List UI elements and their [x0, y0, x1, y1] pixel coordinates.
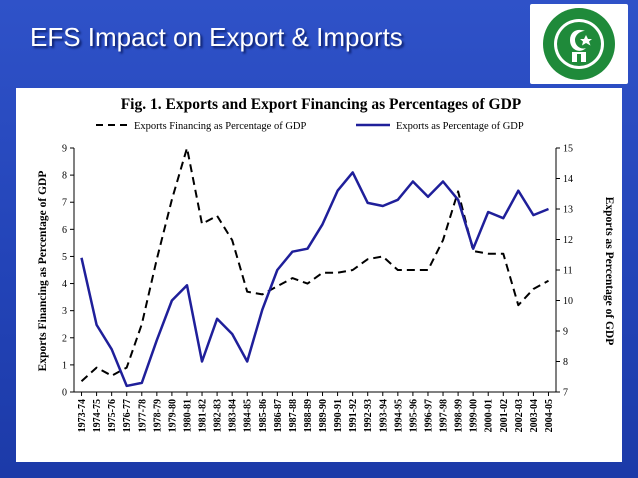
x-tick-label: 1976-77	[122, 399, 133, 432]
x-tick-label: 1995-96	[408, 399, 419, 432]
y-tick-label-right: 12	[563, 235, 573, 246]
x-tick-label: 1993-94	[378, 399, 389, 432]
y-tick-label-right: 15	[563, 144, 573, 155]
y-tick-label-left: 4	[62, 279, 67, 290]
x-tick-label: 1991-92	[348, 399, 359, 432]
x-tick-label: 2002-03	[514, 399, 525, 432]
x-tick-label: 1989-90	[318, 399, 329, 432]
y-tick-label-left: 2	[62, 333, 67, 344]
y-tick-label-left: 7	[62, 198, 67, 209]
x-tick-label: 1994-95	[393, 399, 404, 432]
y-tick-label-right: 9	[563, 327, 568, 338]
x-tick-label: 1998-99	[454, 399, 465, 432]
chart-panel: Fig. 1. Exports and Export Financing as …	[16, 88, 622, 462]
chart: Fig. 1. Exports and Export Financing as …	[37, 96, 615, 433]
chart-title: Fig. 1. Exports and Export Financing as …	[121, 96, 522, 113]
y-tick-label-left: 0	[62, 388, 67, 399]
x-tick-label: 1978-79	[152, 399, 163, 432]
x-tick-label: 2001-02	[499, 399, 510, 432]
x-tick-label: 1996-97	[423, 399, 434, 432]
legend: Exports Financing as Percentage of GDP E…	[96, 121, 524, 132]
y-tick-label-left: 6	[62, 225, 67, 236]
y-axis-label-left: Exports Financing as Percentage of GDP	[37, 171, 49, 372]
x-tick-label: 1982-83	[213, 399, 224, 432]
x-tick-label: 1985-86	[258, 399, 269, 432]
y-tick-label-right: 8	[563, 357, 568, 368]
x-tick-label: 1974-75	[92, 399, 103, 432]
y-tick-label-left: 5	[62, 252, 67, 263]
x-tick-label: 2000-01	[484, 399, 495, 432]
legend-label-exports: Exports as Percentage of GDP	[396, 121, 524, 132]
x-tick-label: 1992-93	[363, 399, 374, 432]
x-tick-label: 1984-85	[243, 399, 254, 432]
y-tick-label-right: 10	[563, 296, 573, 307]
x-tick-label: 1986-87	[273, 399, 284, 432]
x-tick-label: 1977-78	[137, 399, 148, 432]
x-tick-label: 1999-00	[469, 399, 480, 432]
x-tick-label: 1988-89	[303, 399, 314, 432]
x-tick-label: 2003-04	[529, 399, 540, 432]
state-bank-logo	[530, 4, 628, 84]
y-tick-label-left: 9	[62, 144, 67, 155]
x-tick-label: 1973-74	[77, 399, 88, 432]
x-tick-label: 1975-76	[107, 399, 118, 432]
y-axis-label-right: Exports as Percentage of GDP	[603, 197, 615, 346]
y-tick-label-right: 13	[563, 205, 573, 216]
x-tick-label: 2004-05	[544, 399, 555, 432]
x-tick-label: 1990-91	[333, 399, 344, 432]
slide-title: EFS Impact on Export & Imports	[30, 22, 403, 52]
y-tick-label-right: 7	[563, 388, 568, 399]
series-line-exports-financing	[80, 147, 549, 382]
y-tick-label-left: 1	[62, 360, 67, 371]
y-tick-label-left: 3	[62, 306, 67, 317]
series-line-exports	[80, 171, 549, 388]
x-tick-label: 1983-84	[228, 399, 239, 432]
x-tick-label: 1979-80	[167, 399, 178, 432]
legend-label-financing: Exports Financing as Percentage of GDP	[134, 121, 306, 132]
x-tick-label: 1987-88	[288, 399, 299, 432]
x-tick-label: 1997-98	[439, 399, 450, 432]
state-bank-seal-icon	[543, 8, 615, 80]
x-tick-label: 1981-82	[198, 399, 209, 432]
x-tick-label: 1980-81	[182, 399, 193, 432]
y-tick-label-right: 14	[563, 174, 573, 185]
y-tick-label-right: 11	[563, 266, 573, 277]
y-tick-label-left: 8	[62, 171, 67, 182]
